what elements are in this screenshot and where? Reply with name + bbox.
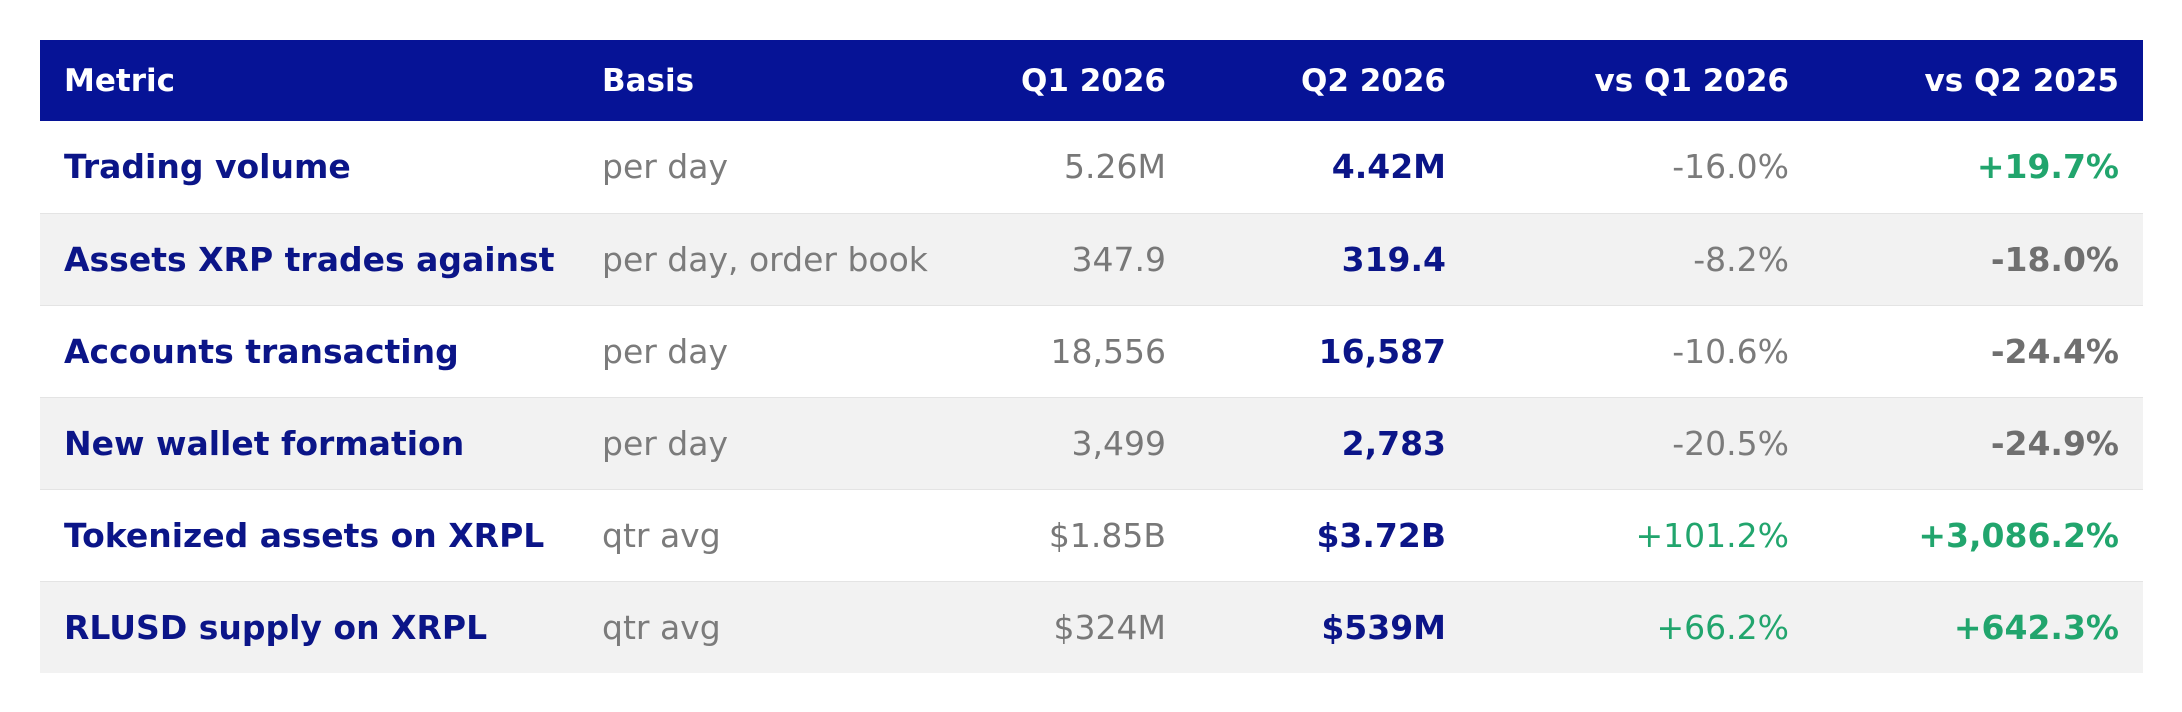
q2-value-cell: 4.42M [1190,121,1470,213]
basis-cell: per day [578,304,890,397]
q2-value-cell: 319.4 [1190,212,1470,305]
header-q1-2026: Q1 2026 [890,40,1190,121]
q1-value-cell: 3,499 [890,396,1190,489]
q2-value-cell: 16,587 [1190,304,1470,397]
basis-cell: qtr avg [578,580,890,673]
q2-value-cell: $3.72B [1190,488,1470,581]
metric-cell: RLUSD supply on XRPL [40,580,578,673]
vs-q2-2025-change-cell: -18.0% [1813,212,2143,305]
header-basis: Basis [578,40,890,121]
vs-q1-change-cell: -10.6% [1470,304,1813,397]
metrics-table: Metric Basis Q1 2026 Q2 2026 vs Q1 2026 … [40,40,2143,673]
header-metric: Metric [40,40,578,121]
vs-q2-2025-change-cell: +19.7% [1813,121,2143,213]
vs-q2-2025-change-cell: +3,086.2% [1813,488,2143,581]
q1-value-cell: 18,556 [890,304,1190,397]
q1-value-cell: $1.85B [890,488,1190,581]
table-row: New wallet formation per day 3,499 2,783… [40,396,2143,489]
metric-cell: New wallet formation [40,396,578,489]
header-vs-q2-2025: vs Q2 2025 [1813,40,2143,121]
q2-value-cell: 2,783 [1190,396,1470,489]
metric-cell: Assets XRP trades against [40,212,578,305]
q1-value-cell: 347.9 [890,212,1190,305]
header-vs-q1-2026: vs Q1 2026 [1470,40,1813,121]
table-header-row: Metric Basis Q1 2026 Q2 2026 vs Q1 2026 … [40,40,2143,121]
vs-q2-2025-change-cell: -24.9% [1813,396,2143,489]
basis-cell: per day [578,121,890,213]
vs-q1-change-cell: -16.0% [1470,121,1813,213]
vs-q1-change-cell: +101.2% [1470,488,1813,581]
metric-cell: Trading volume [40,121,578,213]
vs-q2-2025-change-cell: +642.3% [1813,580,2143,673]
table-row: Tokenized assets on XRPL qtr avg $1.85B … [40,488,2143,581]
q1-value-cell: $324M [890,580,1190,673]
metric-cell: Tokenized assets on XRPL [40,488,578,581]
q2-value-cell: $539M [1190,580,1470,673]
header-q2-2026: Q2 2026 [1190,40,1470,121]
basis-cell: per day [578,396,890,489]
vs-q1-change-cell: -20.5% [1470,396,1813,489]
table-row: Accounts transacting per day 18,556 16,5… [40,304,2143,397]
metric-cell: Accounts transacting [40,304,578,397]
q1-value-cell: 5.26M [890,121,1190,213]
table-row: Assets XRP trades against per day, order… [40,212,2143,305]
basis-cell: per day, order book [578,212,928,305]
vs-q1-change-cell: +66.2% [1470,580,1813,673]
vs-q1-change-cell: -8.2% [1470,212,1813,305]
table-row: RLUSD supply on XRPL qtr avg $324M $539M… [40,580,2143,673]
table-row: Trading volume per day 5.26M 4.42M -16.0… [40,121,2143,213]
vs-q2-2025-change-cell: -24.4% [1813,304,2143,397]
basis-cell: qtr avg [578,488,890,581]
